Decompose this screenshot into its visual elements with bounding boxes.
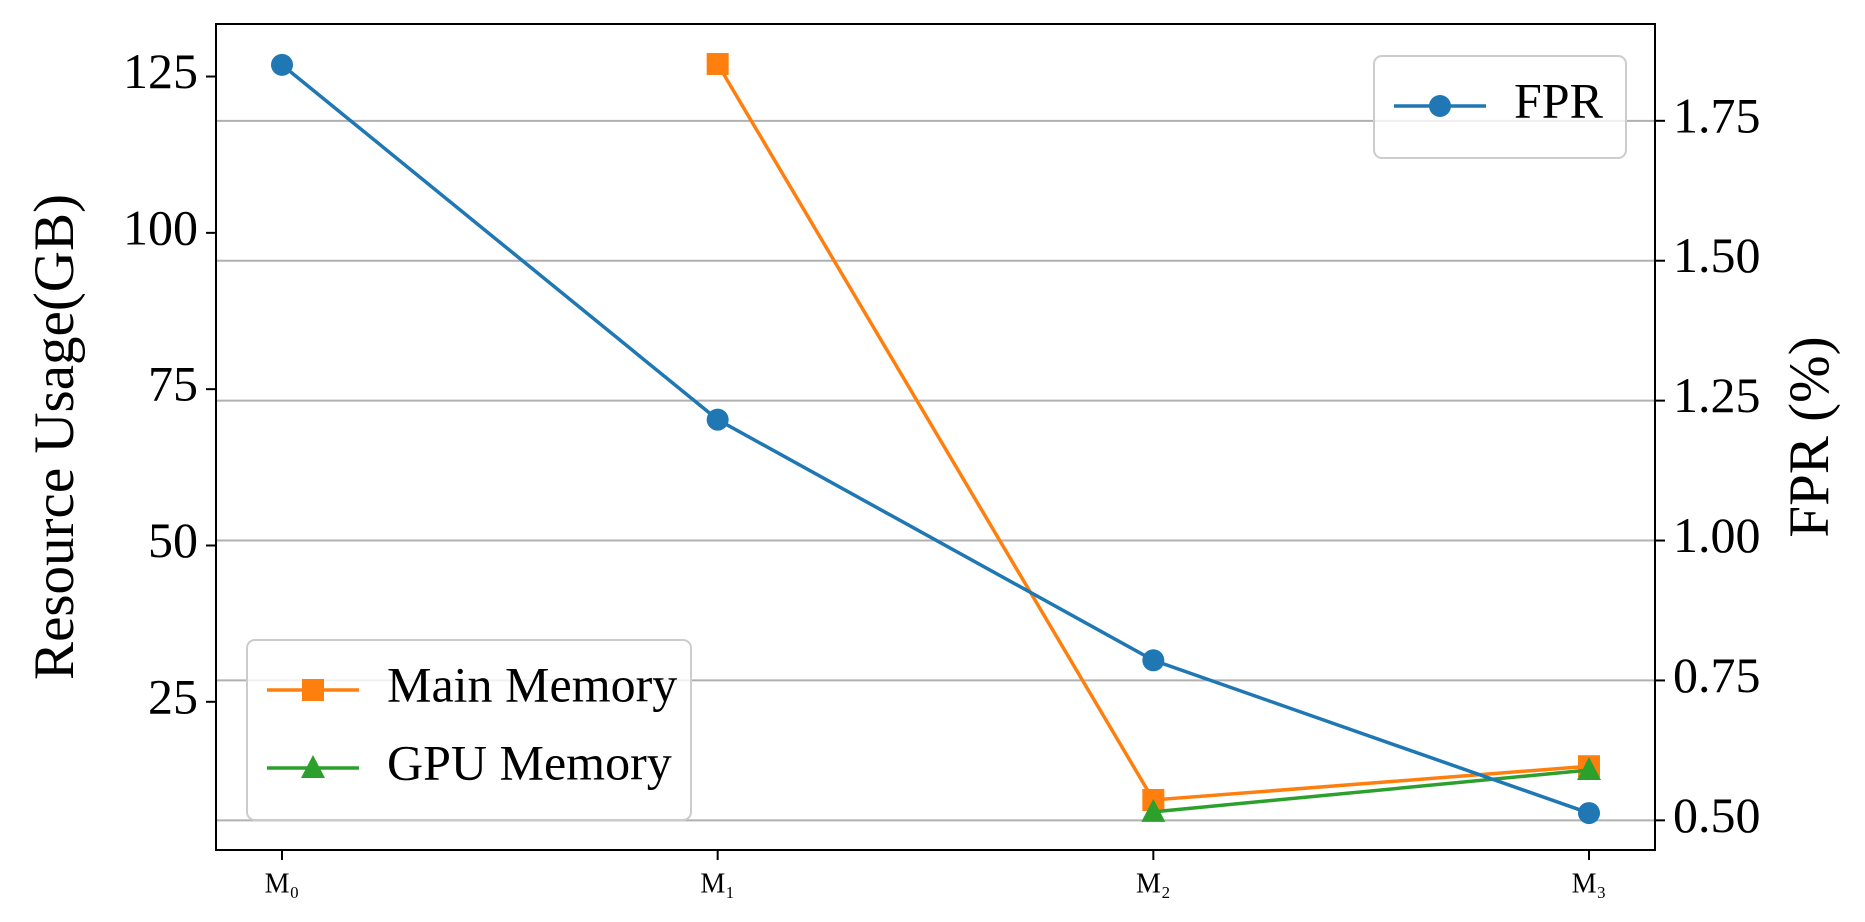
marker: [302, 679, 324, 701]
y-tick-label: 100: [123, 199, 198, 255]
x-tick-label: M₀: [265, 868, 300, 899]
plot-frame: [215, 23, 1656, 851]
legend-label: GPU Memory: [387, 734, 672, 790]
y-tick-label: 50: [148, 512, 198, 568]
marker: [1578, 802, 1600, 825]
marker: [706, 53, 729, 76]
marker: [271, 53, 293, 76]
legend: Main Memory GPU Memory: [246, 639, 692, 821]
legend-box: [246, 639, 692, 821]
x-tick-label: M₃: [1572, 868, 1607, 899]
legend-label: FPR: [1514, 72, 1604, 128]
y2-axis-label: FPR (%): [1778, 336, 1841, 537]
marker: [1577, 756, 1601, 780]
legend: FPR: [1373, 55, 1627, 159]
y-tick-label: 75: [148, 356, 198, 412]
series-line: [280, 63, 1590, 815]
x-tick-label: M₂: [1136, 868, 1171, 899]
marker: [301, 755, 325, 778]
y2-tick-label: 1.75: [1673, 87, 1761, 143]
marker: [1142, 649, 1165, 672]
marker: [706, 408, 729, 431]
y-tick-label: 125: [123, 43, 198, 99]
y2-tick-label: 1.25: [1673, 367, 1761, 423]
series-line: [716, 63, 1590, 802]
series-line: [1153, 768, 1590, 814]
y-tick-label: 25: [148, 668, 198, 724]
y2-tick-label: 1.00: [1673, 507, 1761, 563]
y-axis-label: Resource Usage(GB): [23, 194, 86, 680]
marker: [1141, 798, 1166, 822]
y2-tick-label: 0.75: [1673, 647, 1761, 703]
marker: [1429, 95, 1451, 117]
y2-tick-label: 1.50: [1673, 227, 1761, 283]
legend-box: [1373, 55, 1627, 159]
legend-label: Main Memory: [387, 656, 677, 712]
x-tick-label: M₁: [700, 868, 735, 899]
y2-tick-label: 0.50: [1673, 787, 1761, 843]
